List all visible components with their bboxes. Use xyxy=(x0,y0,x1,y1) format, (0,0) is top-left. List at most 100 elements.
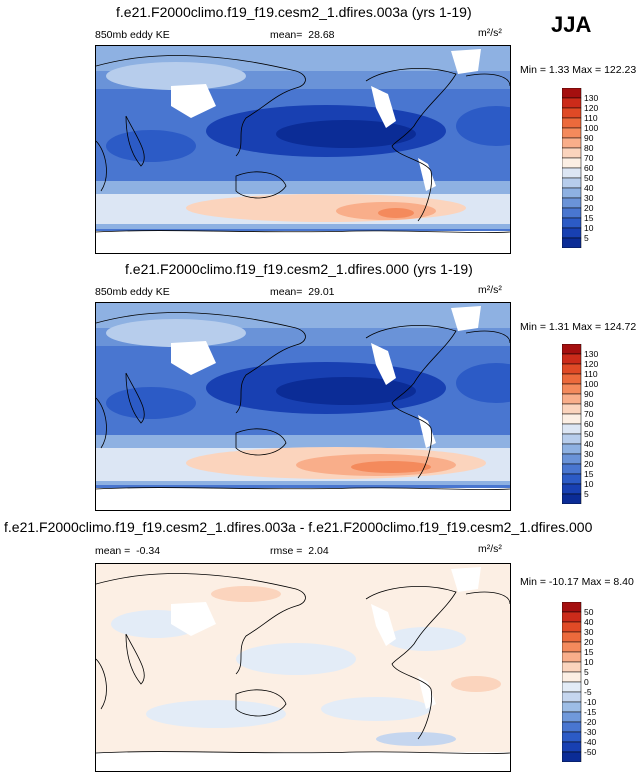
panel1-pacific-core xyxy=(276,120,416,148)
panel3-colorbar-label: -40 xyxy=(584,737,597,747)
panel1-africa-coast xyxy=(95,140,107,192)
panel1-colorbar-box xyxy=(561,197,582,209)
panel1-europe-coast xyxy=(465,73,511,87)
panel2-australia-coast xyxy=(235,428,287,456)
panel2-colorbar-box xyxy=(561,493,582,505)
panel1-indian-dark xyxy=(106,130,196,162)
panel2-colorbar-label: 90 xyxy=(584,389,594,399)
panel3-max-label: Max = xyxy=(581,576,611,588)
panel3-mean: mean = -0.34 xyxy=(95,545,160,557)
panel1-min-label: Min = xyxy=(520,64,546,76)
panel2-stormtrack-max xyxy=(351,461,431,473)
panel1-colorbar-label: 20 xyxy=(584,203,594,213)
panel3-colorbar-box xyxy=(561,671,582,683)
panel2-colorbar-box xyxy=(561,373,582,385)
panel2-colorbar-box xyxy=(561,403,582,415)
panel3-neg-patch-c xyxy=(386,627,466,651)
panel1-colorbar-box xyxy=(561,107,582,119)
panel1-max-value: 122.23 xyxy=(604,64,637,76)
panel1-colorbar-label: 80 xyxy=(584,143,594,153)
panel3-colorbar-box xyxy=(561,661,582,673)
panel2-indian-dark xyxy=(106,387,196,419)
panel1-colorbar-box xyxy=(561,117,582,129)
panel3-max-value: 8.40 xyxy=(613,576,634,588)
panel2-colorbar-box xyxy=(561,353,582,365)
panel3-colorbar-label: 15 xyxy=(584,647,594,657)
panel2-colorbar-label: 40 xyxy=(584,439,594,449)
panel3-colorbar-box xyxy=(561,691,582,703)
panel2-max-value: 124.72 xyxy=(604,321,637,333)
panel1-asia-light xyxy=(106,62,246,90)
panel2-colorbar-label: 20 xyxy=(584,459,594,469)
panel3-colorbar: 50 40 30 20 15 10 5 0 -5 -10 -15 -20 -30 -40 -50 xyxy=(561,601,612,767)
panel2-colorbar-box xyxy=(561,393,582,405)
panel3-rmse-label: rmse = xyxy=(270,545,303,557)
panel2-max-label: Max = xyxy=(572,321,602,333)
panel3-colorbar-label: -15 xyxy=(584,707,597,717)
panel3-colorbar-label: -5 xyxy=(584,687,592,697)
panel2-colorbar-box xyxy=(561,483,582,495)
panel1-americas-coast xyxy=(365,68,457,222)
panel3-map-field xyxy=(95,564,511,771)
panel2-asia-light xyxy=(106,319,246,347)
panel1-stormtrack-max xyxy=(378,208,414,218)
panel3-colorbar-label: -50 xyxy=(584,747,597,757)
panel2-africa-coast xyxy=(95,397,107,449)
panel3-colorbar-box xyxy=(561,651,582,663)
panel3-mean-label: mean = xyxy=(95,545,131,557)
panel2-antarctica-coast xyxy=(95,487,511,490)
panel1-colorbar-label: 70 xyxy=(584,153,594,163)
panel3-colorbar-label: 0 xyxy=(584,677,589,687)
panel2-colorbar-label: 80 xyxy=(584,399,594,409)
panel1-colorbar-box xyxy=(561,187,582,199)
panel3-colorbar-box xyxy=(561,601,582,613)
panel1-minmax: Min = 1.33 Max = 122.23 xyxy=(520,64,636,76)
panel3-neg-patch-f xyxy=(376,732,456,746)
panel2-minmax: Min = 1.31 Max = 124.72 xyxy=(520,321,636,333)
panel3-colorbar-label: -20 xyxy=(584,717,597,727)
panel3-colorbar-box xyxy=(561,611,582,623)
panel3-colorbar-box xyxy=(561,621,582,633)
panel2-colorbar-box xyxy=(561,423,582,435)
panel1-map xyxy=(95,45,536,254)
panel3-australia-coast xyxy=(235,689,287,717)
panel1-colorbar-label: 120 xyxy=(584,103,598,113)
panel3-americas-coast xyxy=(365,586,457,740)
panel2-coastlines xyxy=(95,312,511,490)
panel2-min-label: Min = xyxy=(520,321,546,333)
panel3-colorbar-box xyxy=(561,741,582,753)
panel1-colorbar-box xyxy=(561,167,582,179)
panel1-colorbar-box xyxy=(561,227,582,239)
panel2-title: f.e21.F2000climo.f19_f19.cesm2_1.dfires.… xyxy=(125,261,473,277)
panel3-india-coast xyxy=(125,633,145,685)
panel3-colorbar-label: 50 xyxy=(584,607,594,617)
panel2-colorbar-label: 10 xyxy=(584,479,594,489)
panel3-rockies-mask xyxy=(371,604,396,646)
panel1-colorbar: 130 120 110 100 90 80 70 60 50 40 30 20 15 10 5 xyxy=(561,87,612,253)
panel3-rmse: rmse = 2.04 xyxy=(270,545,329,557)
panel3-mean-value: -0.34 xyxy=(136,545,161,557)
panel3-tibet-mask xyxy=(171,602,216,636)
panel2-variable: 850mb eddy KE xyxy=(95,286,170,298)
panel1-colorbar-label: 110 xyxy=(584,113,598,123)
panel2-india-coast xyxy=(125,372,145,424)
panel2-americas-coast xyxy=(365,325,457,479)
panel3-coastlines xyxy=(95,573,511,754)
panel1-title: f.e21.F2000climo.f19_f19.cesm2_1.dfires.… xyxy=(116,4,472,20)
panel1-colorbar-label: 10 xyxy=(584,223,594,233)
panel3-min-label: Min = xyxy=(520,576,546,588)
panel2-colorbar-label: 130 xyxy=(584,349,598,359)
panel2-mean: mean= 29.01 xyxy=(270,286,335,298)
panel1-colorbar-box xyxy=(561,207,582,219)
panel3-pos-patch-a xyxy=(211,586,281,602)
panel3-neg-patch-b xyxy=(236,643,356,675)
panel2-mean-label: mean= xyxy=(270,286,303,298)
panel1-colorbar-box xyxy=(561,97,582,109)
panel2-mean-value: 29.01 xyxy=(308,286,335,298)
panel1-max-label: Max = xyxy=(572,64,602,76)
panel3-colorbar-label: 40 xyxy=(584,617,594,627)
panel3-colorbar-box xyxy=(561,721,582,733)
panel2-colorbar-box xyxy=(561,413,582,425)
panel3-eurasia-coast xyxy=(95,573,306,675)
panel1-colorbar-box xyxy=(561,237,582,249)
